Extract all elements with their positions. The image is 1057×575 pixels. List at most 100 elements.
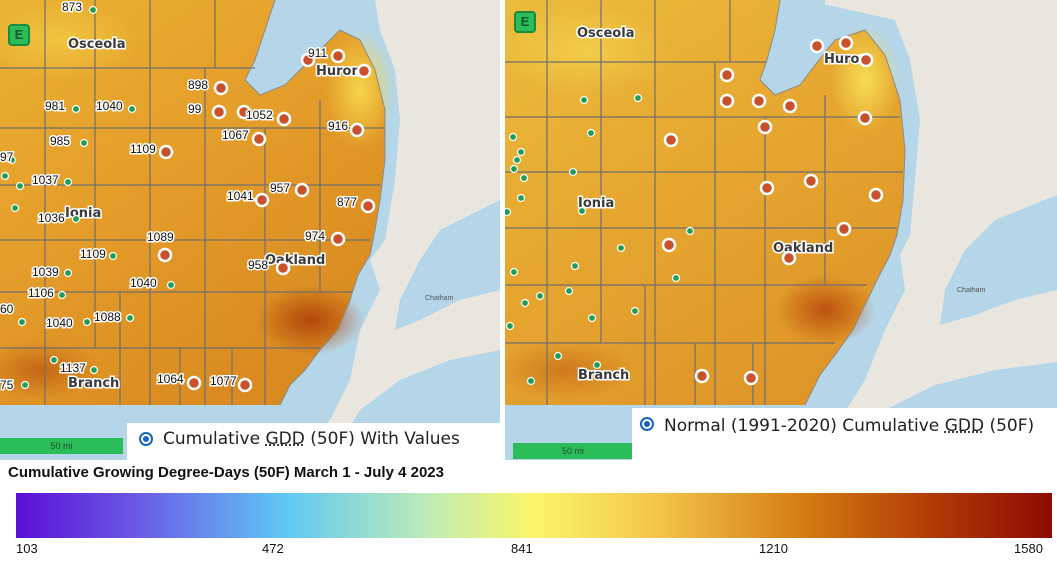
station-marker[interactable] [10, 203, 20, 213]
value-label: 916 [328, 119, 348, 133]
station-marker[interactable] [526, 376, 536, 386]
station-marker[interactable] [516, 147, 526, 157]
station-marker[interactable] [71, 104, 81, 114]
station-marker[interactable] [616, 243, 626, 253]
station-marker[interactable] [519, 173, 529, 183]
station-marker-large[interactable] [743, 370, 759, 386]
layer-toggle-cumulative-gdd[interactable]: Cumulative GDD (50F) With Values [127, 423, 500, 460]
radio-selected-icon[interactable] [139, 432, 153, 446]
station-marker[interactable] [535, 291, 545, 301]
station-marker-large[interactable] [237, 377, 253, 393]
station-marker[interactable] [88, 5, 98, 15]
station-marker[interactable] [505, 321, 515, 331]
station-marker[interactable] [570, 261, 580, 271]
station-marker-large[interactable] [759, 180, 775, 196]
station-marker-large[interactable] [719, 93, 735, 109]
station-marker-large[interactable] [719, 67, 735, 83]
layer-label-cumulative-gdd: Cumulative GDD (50F) With Values [163, 429, 460, 449]
station-marker-large[interactable] [757, 119, 773, 135]
value-label: 1052 [246, 108, 273, 122]
station-marker-large[interactable] [803, 173, 819, 189]
value-label: 1137 [60, 361, 86, 375]
station-marker[interactable] [592, 360, 602, 370]
station-marker[interactable] [71, 214, 81, 224]
station-marker-large[interactable] [254, 192, 270, 208]
station-marker-large[interactable] [751, 93, 767, 109]
station-marker-large[interactable] [858, 52, 874, 68]
station-marker-large[interactable] [251, 131, 267, 147]
station-marker-large[interactable] [275, 260, 291, 276]
layer-toggle-normal-gdd[interactable]: Normal (1991-2020) Cumulative GDD (50F) [632, 408, 1057, 460]
station-marker[interactable] [108, 251, 118, 261]
station-marker[interactable] [587, 313, 597, 323]
e-button-left[interactable]: E [8, 24, 30, 46]
station-marker-large[interactable] [186, 375, 202, 391]
station-marker-large[interactable] [857, 110, 873, 126]
station-marker[interactable] [508, 132, 518, 142]
station-marker-large[interactable] [213, 80, 229, 96]
station-marker[interactable] [57, 290, 67, 300]
station-marker-large[interactable] [868, 187, 884, 203]
station-marker[interactable] [63, 268, 73, 278]
radio-selected-icon[interactable] [640, 417, 654, 431]
station-marker[interactable] [0, 171, 10, 181]
map-panel-cumulative-gdd[interactable]: Osceola Huron Ionia Oakland Branch Chath… [0, 0, 500, 460]
station-marker[interactable] [49, 355, 59, 365]
station-marker-large[interactable] [809, 38, 825, 54]
station-marker-large[interactable] [663, 132, 679, 148]
station-marker[interactable] [568, 167, 578, 177]
station-marker-large[interactable] [349, 122, 365, 138]
station-marker[interactable] [82, 317, 92, 327]
station-marker-large[interactable] [300, 52, 316, 68]
station-marker-large[interactable] [360, 198, 376, 214]
station-marker-large[interactable] [158, 144, 174, 160]
station-marker-large[interactable] [330, 231, 346, 247]
place-label-ionia: Ionia [65, 206, 101, 221]
station-marker[interactable] [564, 286, 574, 296]
station-marker[interactable] [520, 298, 530, 308]
e-button-right[interactable]: E [514, 11, 536, 33]
value-label: 60 [0, 302, 14, 316]
station-marker[interactable] [630, 306, 640, 316]
station-marker[interactable] [127, 104, 137, 114]
station-marker[interactable] [512, 155, 522, 165]
map-panel-normal-gdd[interactable]: Osceola Huron Ionia Oakland Branch Chath… [505, 0, 1057, 460]
station-marker-large[interactable] [782, 98, 798, 114]
station-marker-large[interactable] [356, 63, 372, 79]
station-marker[interactable] [505, 207, 512, 217]
station-marker-large[interactable] [661, 237, 677, 253]
station-marker-large[interactable] [836, 221, 852, 237]
map-canvas-right: Osceola Huron Ionia Oakland Branch Chath… [505, 0, 1057, 460]
station-marker[interactable] [671, 273, 681, 283]
station-marker[interactable] [63, 177, 73, 187]
station-marker-large[interactable] [294, 182, 310, 198]
station-marker-large[interactable] [838, 35, 854, 51]
panel-divider [500, 0, 505, 460]
station-marker[interactable] [553, 351, 563, 361]
station-marker-large[interactable] [694, 368, 710, 384]
station-marker-large[interactable] [236, 104, 252, 120]
place-label-ionia: Ionia [578, 196, 614, 211]
station-marker[interactable] [509, 164, 519, 174]
station-marker[interactable] [577, 206, 587, 216]
station-marker[interactable] [633, 93, 643, 103]
station-marker-large[interactable] [211, 104, 227, 120]
station-marker[interactable] [166, 280, 176, 290]
station-marker[interactable] [125, 313, 135, 323]
station-marker[interactable] [516, 193, 526, 203]
station-marker-large[interactable] [781, 250, 797, 266]
station-marker[interactable] [7, 155, 17, 165]
station-marker[interactable] [20, 380, 30, 390]
station-marker[interactable] [579, 95, 589, 105]
station-marker[interactable] [79, 138, 89, 148]
station-marker-large[interactable] [157, 247, 173, 263]
station-marker[interactable] [509, 267, 519, 277]
station-marker[interactable] [89, 365, 99, 375]
value-label: 97 [0, 150, 14, 164]
station-marker[interactable] [586, 128, 596, 138]
station-marker[interactable] [17, 317, 27, 327]
station-marker[interactable] [15, 181, 25, 191]
station-marker-large[interactable] [276, 111, 292, 127]
station-marker[interactable] [685, 226, 695, 236]
station-marker-large[interactable] [330, 48, 346, 64]
